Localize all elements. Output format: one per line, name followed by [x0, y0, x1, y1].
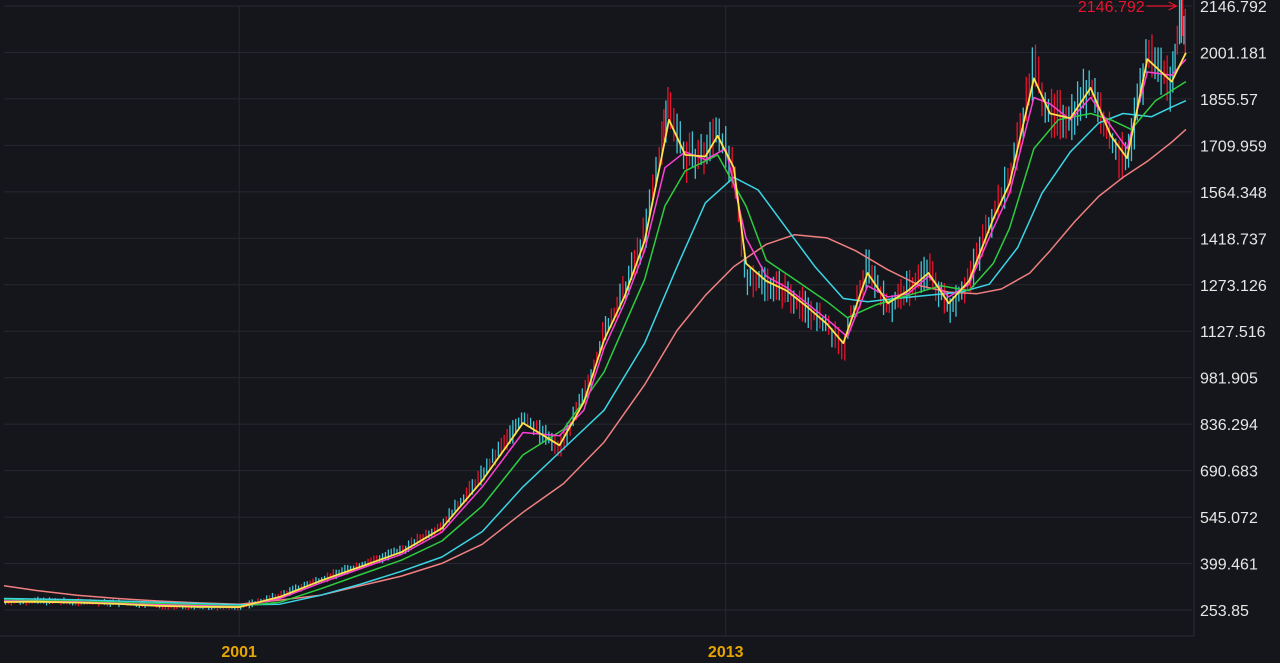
series-line-ma_short — [3, 52, 1187, 608]
series-layer — [3, 0, 1187, 611]
y-tick-label: 981.905 — [1200, 371, 1258, 388]
grid — [4, 5, 1192, 636]
peak-value-label: 2146.792 — [1078, 0, 1145, 16]
y-tick-label: 1855.57 — [1200, 92, 1258, 109]
y-tick-label: 690.683 — [1200, 464, 1258, 481]
x-tick-label: 2013 — [708, 644, 744, 661]
y-tick-label: 253.85 — [1200, 603, 1249, 620]
peak-arrow-head — [1168, 1, 1177, 11]
y-tick-label: 1418.737 — [1200, 231, 1267, 248]
y-tick-label: 836.294 — [1200, 417, 1258, 434]
y-tick-label: 1709.959 — [1200, 138, 1267, 155]
series-line-ma_mid1 — [3, 58, 1187, 608]
y-tick-label: 1273.126 — [1200, 278, 1267, 295]
y-tick-label: 2001.181 — [1200, 45, 1267, 62]
x-tick-label: 2001 — [221, 644, 257, 661]
peak-annotation: 2146.792 — [1078, 0, 1177, 16]
y-tick-label: 545.072 — [1200, 510, 1258, 527]
y-tick-label: 1127.516 — [1200, 324, 1266, 341]
series-line-ma_long1 — [3, 100, 1187, 606]
series-line-ma_mid2 — [3, 80, 1187, 607]
y-tick-label: 1564.348 — [1200, 185, 1267, 202]
y-tick-label: 399.461 — [1200, 557, 1258, 574]
y-tick-label: 2146.792 — [1200, 0, 1267, 16]
